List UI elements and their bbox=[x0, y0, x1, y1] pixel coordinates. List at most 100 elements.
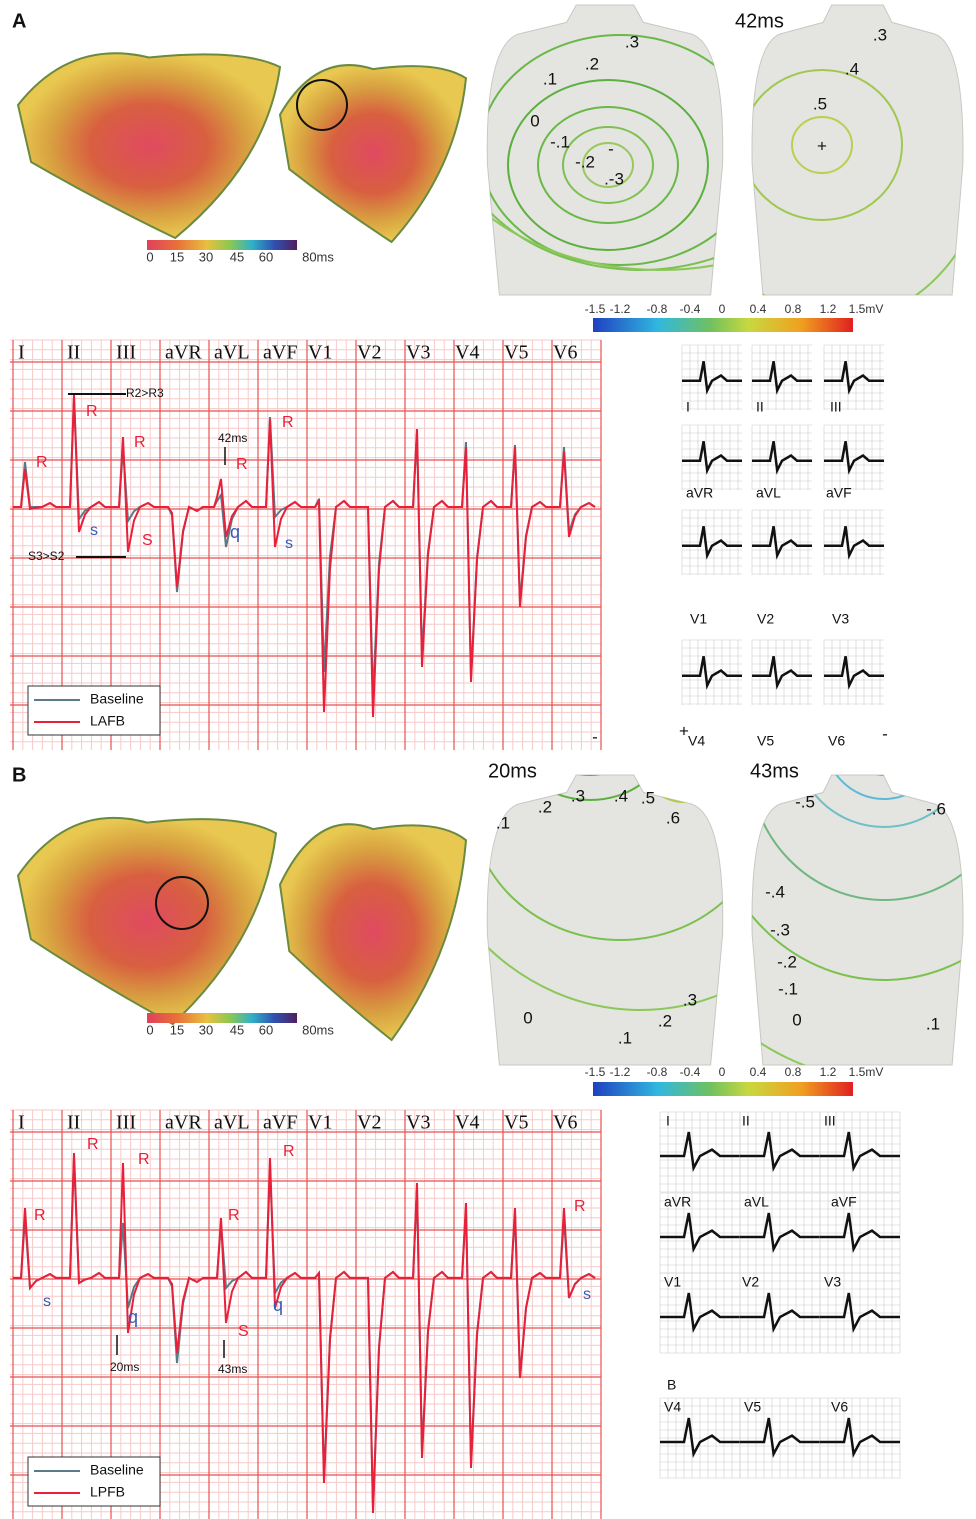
scale-label: 1.2 bbox=[820, 302, 837, 316]
lead-label: I bbox=[18, 342, 25, 364]
contour-label: .1 bbox=[496, 813, 510, 832]
clin-trace bbox=[820, 1131, 900, 1173]
contour bbox=[752, 775, 963, 901]
contour-label: .3 bbox=[625, 32, 639, 51]
lead-label: aVF bbox=[263, 342, 297, 364]
contour-label: -.1 bbox=[778, 979, 798, 998]
contour bbox=[570, 724, 610, 756]
contour-label: -.6 bbox=[926, 799, 946, 818]
heart bbox=[278, 64, 468, 244]
ecg-trace bbox=[13, 1157, 596, 1509]
clinical-lead: V4 bbox=[664, 1399, 681, 1415]
clin-trace bbox=[824, 526, 884, 560]
clin-trace bbox=[660, 1292, 740, 1334]
contour bbox=[487, 34, 723, 266]
legend-entry: Baseline bbox=[90, 691, 144, 707]
clin-trace bbox=[740, 1417, 820, 1459]
time-label: 42ms bbox=[735, 10, 784, 32]
clinical-lead: II bbox=[756, 399, 764, 415]
contour bbox=[487, 775, 723, 1011]
contour-label: .1 bbox=[618, 1028, 632, 1047]
clin-trace bbox=[660, 1417, 740, 1459]
lead-label: V6 bbox=[553, 342, 577, 364]
lead-label: V2 bbox=[357, 342, 381, 364]
lead-label: aVL bbox=[214, 1112, 250, 1134]
annotation: R2>R3 bbox=[126, 386, 164, 400]
clinical-lead: I bbox=[666, 1113, 670, 1129]
contour bbox=[582, 142, 634, 188]
clinical-lead: aVF bbox=[826, 485, 852, 501]
legend bbox=[27, 1456, 161, 1507]
lead-label: V1 bbox=[308, 1112, 332, 1134]
contour-label: 0 bbox=[792, 1010, 801, 1029]
scale-label: -1.2 bbox=[610, 1065, 631, 1079]
clin-trace bbox=[740, 1212, 820, 1254]
scale-label: -0.8 bbox=[647, 1065, 668, 1079]
contour-label: 0 bbox=[523, 1008, 532, 1027]
annotation: s bbox=[43, 1293, 51, 1310]
contour-label: .5 bbox=[641, 788, 655, 807]
contour-label: -.2 bbox=[777, 952, 797, 971]
clinical-lead: aVR bbox=[664, 1194, 691, 1210]
clinical-lead: III bbox=[824, 1113, 836, 1129]
clinical-lead: aVL bbox=[744, 1194, 769, 1210]
annotation: s bbox=[583, 1286, 591, 1303]
clin-trace bbox=[740, 1131, 820, 1173]
annotation: R bbox=[134, 434, 146, 451]
lead-label: aVR bbox=[165, 1112, 202, 1134]
clinical-lead: V3 bbox=[832, 611, 849, 627]
clin-trace bbox=[752, 526, 812, 560]
scale-label: -1.5 bbox=[585, 1065, 606, 1079]
contour bbox=[487, 5, 723, 271]
lead-label: V3 bbox=[406, 1112, 430, 1134]
contour bbox=[562, 126, 654, 204]
contour bbox=[544, 775, 636, 776]
annotation: R bbox=[86, 403, 98, 420]
contour-label: .4 bbox=[614, 786, 628, 805]
scale-label: 0.4 bbox=[750, 302, 767, 316]
clin-trace bbox=[824, 441, 884, 475]
lead-label: V5 bbox=[504, 342, 528, 364]
contours bbox=[752, 5, 963, 295]
clin-trace bbox=[820, 1212, 900, 1254]
contour-label: -.1 bbox=[550, 132, 570, 151]
contour-label: -.4 bbox=[765, 882, 785, 901]
scale-label: -0.4 bbox=[680, 302, 701, 316]
annotation: s bbox=[285, 535, 293, 552]
scale-label: 30 bbox=[199, 1022, 213, 1037]
contour-label: .-3 bbox=[604, 169, 624, 188]
voltage-colorbar bbox=[593, 1082, 853, 1096]
contour bbox=[793, 775, 963, 828]
clin-trace bbox=[820, 1417, 900, 1459]
contour bbox=[752, 775, 963, 981]
scale-label: -0.8 bbox=[647, 302, 668, 316]
legend bbox=[27, 685, 161, 736]
contour bbox=[507, 79, 709, 251]
time-label: 20ms bbox=[488, 760, 537, 782]
clin-trace bbox=[752, 361, 812, 395]
clin-trace bbox=[682, 361, 742, 395]
contour-label: .3 bbox=[571, 786, 585, 805]
scale-label: 60 bbox=[259, 249, 273, 264]
annotation: R bbox=[574, 1198, 586, 1215]
panel-label: A bbox=[12, 10, 26, 32]
annotation: R bbox=[236, 456, 248, 473]
lead-label: V5 bbox=[504, 1112, 528, 1134]
contour-label: .1 bbox=[926, 1014, 940, 1033]
scale-label: 45 bbox=[230, 1022, 244, 1037]
clinical-lead: V6 bbox=[831, 1399, 848, 1415]
contour-label: .3 bbox=[683, 990, 697, 1009]
clin-trace bbox=[824, 361, 884, 395]
contours bbox=[752, 775, 963, 1065]
annotation: 42ms bbox=[218, 431, 247, 445]
ecg-trace bbox=[13, 396, 596, 698]
lead-label: III bbox=[116, 342, 136, 364]
scale-label: 0.8 bbox=[785, 1065, 802, 1079]
clinical-lead: I bbox=[686, 399, 690, 415]
lead-label: aVF bbox=[263, 1112, 297, 1134]
lead-label: V1 bbox=[308, 342, 332, 364]
heart-colorbar bbox=[147, 1013, 297, 1023]
annotation: R bbox=[34, 1207, 46, 1224]
annotation: S bbox=[142, 532, 153, 549]
lead-label: I bbox=[18, 1112, 25, 1134]
